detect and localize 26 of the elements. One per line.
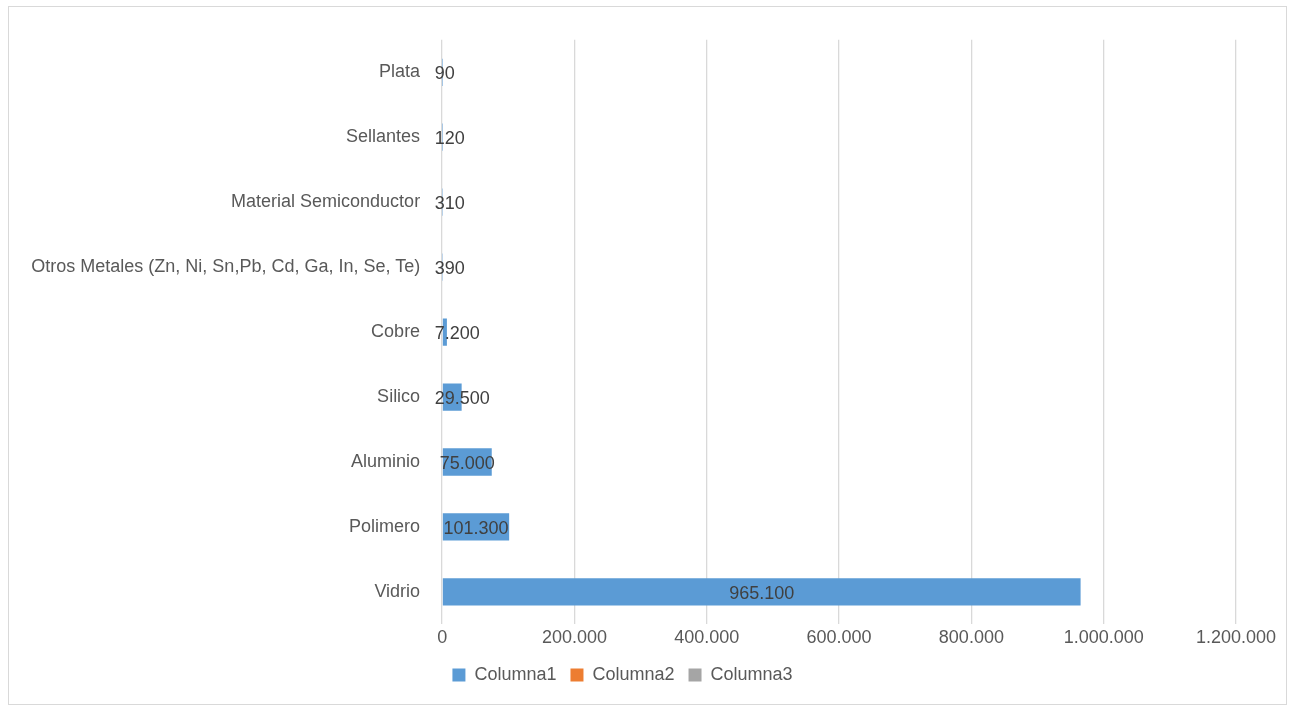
- legend-label: Columna2: [592, 663, 675, 684]
- y-tick-label: Polimero: [349, 515, 421, 536]
- data-label: 120: [434, 128, 465, 149]
- y-tick-label: Plata: [379, 61, 422, 82]
- legend-label: Columna3: [710, 663, 793, 684]
- x-tick-label: 400.000: [674, 627, 740, 648]
- x-tick-label: 0: [437, 627, 448, 648]
- y-tick-label: Vidrio: [374, 580, 421, 601]
- y-tick-label: Sellantes: [346, 126, 421, 147]
- x-tick-label: 600.000: [806, 627, 872, 648]
- y-tick-label: Material Semiconductor: [231, 191, 421, 212]
- y-tick-label: Aluminio: [351, 450, 421, 471]
- y-tick-label: Cobre: [371, 321, 421, 342]
- x-tick-label: 200.000: [541, 627, 607, 648]
- data-label: 310: [434, 193, 465, 214]
- legend-label: Columna1: [474, 663, 557, 684]
- data-label: 390: [434, 258, 465, 279]
- y-tick-label: Otros Metales (Zn, Ni, Sn,Pb, Cd, Ga, In, Se, Te): [31, 256, 421, 277]
- data-label: 101.300: [443, 517, 509, 538]
- data-label: 965.100: [729, 582, 795, 603]
- y-tick-label: Silico: [377, 386, 421, 407]
- data-label: 90: [434, 63, 455, 84]
- x-tick-label: 800.000: [938, 627, 1004, 648]
- bar: [442, 578, 1081, 606]
- x-tick-label: 1.200.000: [1195, 627, 1277, 648]
- x-tick-label: 1.000.000: [1063, 627, 1144, 648]
